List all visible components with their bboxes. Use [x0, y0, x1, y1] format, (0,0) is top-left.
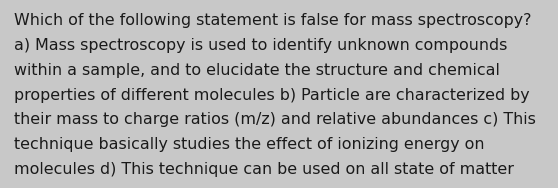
Text: Which of the following statement is false for mass spectroscopy?: Which of the following statement is fals… — [14, 13, 531, 28]
Text: a) Mass spectroscopy is used to identify unknown compounds: a) Mass spectroscopy is used to identify… — [14, 38, 507, 53]
Text: properties of different molecules b) Particle are characterized by: properties of different molecules b) Par… — [14, 88, 530, 103]
Text: their mass to charge ratios (m/z) and relative abundances c) This: their mass to charge ratios (m/z) and re… — [14, 112, 536, 127]
Text: technique basically studies the effect of ionizing energy on: technique basically studies the effect o… — [14, 137, 484, 152]
Text: within a sample, and to elucidate the structure and chemical: within a sample, and to elucidate the st… — [14, 63, 500, 78]
Text: molecules d) This technique can be used on all state of matter: molecules d) This technique can be used … — [14, 162, 514, 177]
